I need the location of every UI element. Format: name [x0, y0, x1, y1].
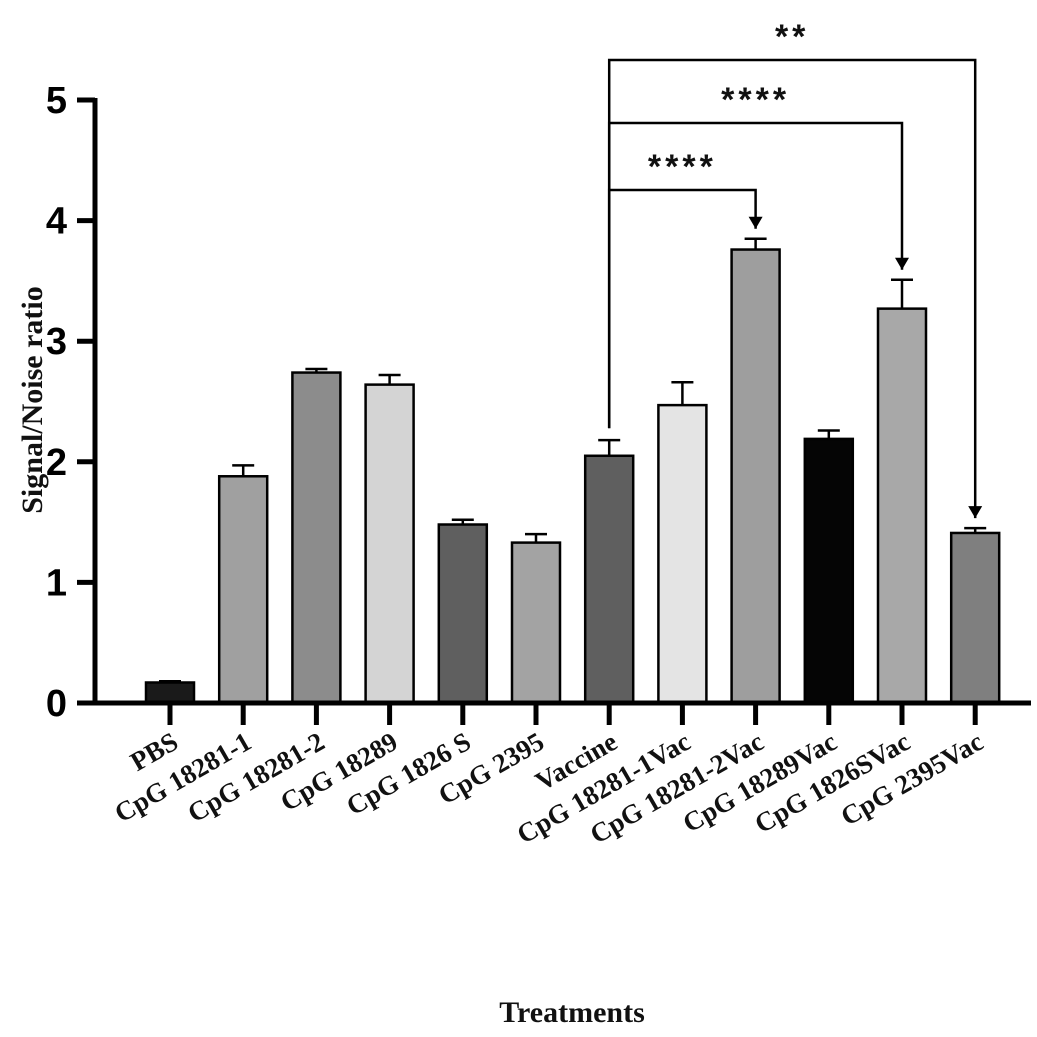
y-axis-title: Signal/Noise ratio [16, 286, 49, 514]
bar [510, 541, 562, 705]
significance-label: ** [775, 18, 809, 56]
y-tick-label: 3 [46, 321, 67, 363]
bracket-arrowhead [895, 257, 909, 270]
bar [437, 523, 489, 705]
bracket-arrowhead [968, 506, 983, 519]
significance-label: **** [721, 81, 790, 119]
bar [583, 454, 635, 705]
significance-label: **** [648, 148, 717, 186]
y-tick-label: 4 [46, 201, 67, 243]
bar [876, 307, 928, 705]
bracket-arrowhead [748, 216, 763, 229]
y-tick-label: 0 [46, 683, 67, 725]
bar [291, 371, 342, 705]
bars [144, 248, 1001, 705]
error-bars [159, 237, 987, 683]
significance-brackets: ********** [607, 18, 983, 519]
significance-bracket [607, 58, 977, 519]
bar [364, 383, 415, 705]
x-axis-ticks [167, 703, 978, 725]
bar [730, 248, 781, 705]
bar [949, 531, 1001, 705]
bar [217, 475, 269, 705]
y-tick-label: 5 [46, 80, 67, 122]
bar [803, 437, 855, 705]
bar [657, 403, 708, 705]
y-tick-label: 1 [46, 562, 67, 604]
bar [144, 681, 196, 705]
x-axis-title: Treatments [499, 996, 645, 1029]
y-tick-label: 2 [46, 442, 67, 484]
y-axis-ticks: 0 1 2 3 4 5 [46, 80, 95, 725]
